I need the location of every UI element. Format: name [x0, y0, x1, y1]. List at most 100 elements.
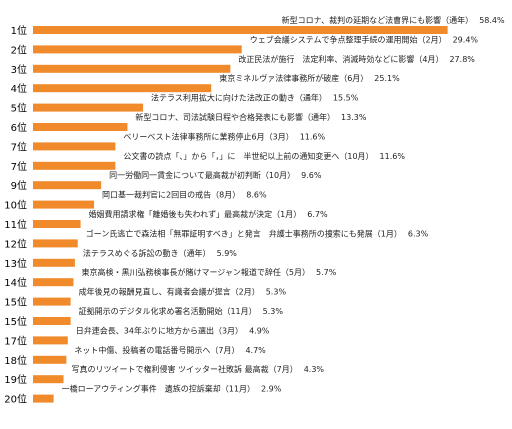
- rank-label: 17位: [4, 334, 27, 347]
- bar-value-label: 25.1%: [374, 74, 400, 83]
- bar: [33, 258, 75, 267]
- rank-label: 3位: [11, 63, 27, 76]
- bar: [33, 375, 64, 384]
- bar: [33, 220, 81, 228]
- bar-label-text: 婚姻費用請求権「離婚後も失われず」最高裁が決定（1月）: [89, 209, 302, 219]
- bar-label-text: ゴーン氏逃亡で森法相「無罪証明すべき」と発言 弁護士事務所の捜索にも発展（1月）: [86, 228, 402, 238]
- bar-label-text: 公文書の読点「、」から「，」に 半世紀以上前の通知変更へ（10月）: [123, 151, 373, 161]
- bar-value-label: 29.4%: [453, 35, 479, 44]
- bar-value-label: 13.3%: [341, 113, 367, 122]
- bar-label-text: 新型コロナ、裁判の延期など法曹界にも影響（通年）: [282, 15, 474, 25]
- bar-value-label: 9.6%: [301, 171, 322, 180]
- bar-label-text: 法テラス利用拡大に向けた法改正の動き（通年）: [151, 93, 327, 103]
- bar-value-label: 8.6%: [246, 191, 267, 200]
- bar-value-label: 5.7%: [316, 268, 337, 277]
- bar: [33, 142, 116, 151]
- rank-label: 4位: [11, 82, 27, 95]
- bar-label-text: 日弁連会長、34年ぶりに地方から選出（3月）: [76, 325, 243, 335]
- bar-value-label: 58.4%: [479, 16, 505, 25]
- bar-value-label: 4.3%: [304, 365, 325, 374]
- rank-label: 7位: [11, 160, 27, 173]
- rank-label: 5位: [11, 102, 27, 115]
- bar-label-text: 東京ミネルヴァ法律事務所が破産（6月）: [219, 73, 368, 83]
- bar-label: 日弁連会長、34年ぶりに地方から選出（3月） 4.9%: [76, 325, 270, 335]
- bar-value-label: 27.8%: [449, 55, 475, 64]
- bar-label: 成年後見の報酬見直し、有識者会議が提言（2月） 5.3%: [79, 287, 287, 297]
- bar: [33, 297, 71, 306]
- bar-value-label: 15.5%: [333, 94, 359, 103]
- bar-label-text: 証拠開示のデジタル化求め署名活動開始（11月）: [79, 306, 257, 316]
- bar-value-label: 11.6%: [300, 132, 326, 141]
- rank-label: 1位: [11, 24, 27, 37]
- bar-value-label: 6.7%: [307, 210, 328, 219]
- bar-label-text: 東京高検・黒川弘務検事長が賭けマージャン報道で辞任（5月）: [81, 267, 310, 277]
- bar-value-label: 4.9%: [249, 326, 270, 335]
- bar-label: 写真のリツイートで権利侵害 ツイッター社敗訴 最高裁（7月） 4.3%: [72, 364, 325, 374]
- bar: [33, 239, 78, 248]
- bar: [33, 103, 144, 112]
- bar-label-text: ウェブ会議システムで争点整理手続の運用開始（2月）: [250, 34, 447, 44]
- bar-label-text: 成年後見の報酬見直し、有識者会議が提言（2月）: [79, 287, 260, 297]
- bar: [33, 278, 74, 287]
- bar-label: 法テラス利用拡大に向けた法改正の動き（通年） 15.5%: [151, 93, 359, 103]
- rank-label: 7位: [11, 140, 27, 153]
- bar-value-label: 5.3%: [266, 288, 287, 297]
- bar-label-text: ネット中傷、投稿者の電話番号開示へ（7月）: [74, 345, 239, 355]
- bar-value-label: 6.3%: [408, 229, 429, 238]
- rank-label: 10位: [4, 199, 27, 212]
- rank-label: 11位: [4, 218, 27, 231]
- rank-label: 20位: [4, 393, 27, 406]
- bar-label-text: 岡口基一裁判官に2回目の戒告（8月）: [102, 190, 240, 200]
- bar-label: 同一労働同一賃金について最高裁が初判断（10月） 9.6%: [109, 170, 322, 180]
- bar: [33, 355, 67, 364]
- bar-label: ネット中傷、投稿者の電話番号開示へ（7月） 4.7%: [74, 345, 266, 355]
- bar-label: 新型コロナ、司法試験日程や合格発表にも影響（通年） 13.3%: [135, 112, 366, 122]
- bar: [33, 317, 71, 325]
- rank-label: 18位: [4, 354, 27, 367]
- bar-label: 婚姻費用請求権「離婚後も失われず」最高裁が決定（1月） 6.7%: [89, 209, 328, 219]
- bar-label-text: 写真のリツイートで権利侵害 ツイッター社敗訴 最高裁（7月）: [72, 364, 298, 374]
- bar-value-label: 11.6%: [380, 152, 406, 161]
- bar-value-label: 4.7%: [245, 346, 266, 355]
- bar-label: 岡口基一裁判官に2回目の戒告（8月） 8.6%: [102, 190, 267, 200]
- bar: [33, 45, 242, 54]
- bar-label: ベリーベスト法律事務所に業務停止6月（3月） 11.6%: [123, 131, 325, 141]
- bar-label: 改正民法が施行 法定利率、消滅時効などに影響（4月） 27.8%: [238, 54, 475, 64]
- bar-label: 東京ミネルヴァ法律事務所が破産（6月） 25.1%: [219, 73, 400, 83]
- rank-label: 15位: [4, 296, 27, 309]
- bar-label: ウェブ会議システムで争点整理手続の運用開始（2月） 29.4%: [250, 34, 479, 44]
- bar-label: 東京高検・黒川弘務検事長が賭けマージャン報道で辞任（5月） 5.7%: [81, 267, 336, 277]
- bar-label: 証拠開示のデジタル化求め署名活動開始（11月） 5.3%: [79, 306, 284, 316]
- bar: [33, 84, 212, 93]
- bar: [33, 161, 116, 170]
- bar-value-label: 5.9%: [217, 249, 238, 258]
- bar: [33, 394, 54, 403]
- rank-label: 6位: [11, 121, 27, 134]
- rank-label: 19位: [4, 373, 27, 386]
- bar-label-text: 法テラスめぐる訴訟の動き（通年）: [83, 248, 211, 258]
- bar-value-label: 5.3%: [263, 307, 284, 316]
- bar-label-text: 一橋ローアウティング事件 遺族の控訴棄却（11月）: [62, 384, 255, 394]
- bar-label: 公文書の読点「、」から「，」に 半世紀以上前の通知変更へ（10月） 11.6%: [123, 151, 405, 161]
- bar-label: 一橋ローアウティング事件 遺族の控訴棄却（11月） 2.9%: [62, 384, 282, 394]
- bar-label: 新型コロナ、裁判の延期など法曹界にも影響（通年） 58.4%: [282, 15, 505, 25]
- rank-label: 2位: [11, 43, 27, 56]
- bar-label-text: 改正民法が施行 法定利率、消滅時効などに影響（4月）: [238, 54, 443, 64]
- bar-value-label: 2.9%: [261, 385, 282, 394]
- bar-label-text: ベリーベスト法律事務所に業務停止6月（3月）: [123, 131, 293, 141]
- bar: [33, 336, 68, 345]
- bar: [33, 181, 102, 190]
- bar-label-text: 同一労働同一賃金について最高裁が初判断（10月）: [109, 170, 295, 180]
- rank-label: 14位: [4, 276, 27, 289]
- bar-label-text: 新型コロナ、司法試験日程や合格発表にも影響（通年）: [135, 112, 335, 122]
- bar-label: 法テラスめぐる訴訟の動き（通年） 5.9%: [83, 248, 237, 258]
- rank-label: 13位: [4, 257, 27, 270]
- bar: [33, 26, 448, 34]
- bar: [33, 200, 95, 209]
- bar: [33, 64, 231, 73]
- rank-label: 9位: [11, 179, 27, 192]
- bar-label: ゴーン氏逃亡で森法相「無罪証明すべき」と発言 弁護士事務所の捜索にも発展（1月）…: [86, 228, 429, 238]
- rank-label: 15位: [4, 315, 27, 328]
- bar: [33, 123, 128, 131]
